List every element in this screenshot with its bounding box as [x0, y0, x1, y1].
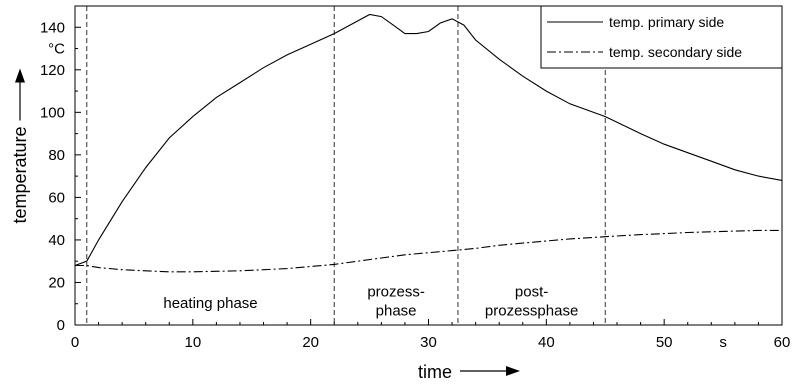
y-tick-label: 120	[40, 62, 65, 79]
y-tick-label: 0	[57, 317, 65, 334]
series-line-1	[74, 13, 783, 267]
legend-label: temp. secondary side	[609, 44, 742, 60]
phase-label-text: prozessphase	[485, 303, 578, 320]
series-line-2	[75, 229, 782, 273]
legend-box	[540, 5, 783, 69]
phase-label-text: phase	[376, 303, 417, 320]
series-group	[74, 13, 783, 273]
x-tick-label: 50	[656, 334, 673, 351]
y-axis-arrowhead	[15, 68, 25, 83]
phase-label-background	[361, 282, 431, 321]
y-axis-unit: °C	[48, 41, 65, 58]
phase-label-text: heating phase	[163, 295, 257, 312]
phase-label-background	[157, 294, 264, 313]
y-tick-label: 20	[48, 274, 65, 291]
y-tick-label: 40	[48, 232, 65, 249]
phase-label-2: prozess-phase	[361, 282, 431, 321]
x-tick-label: 10	[184, 334, 201, 351]
phase-labels: heating phase prozess-phase post-prozessph…	[157, 282, 585, 321]
x-tick-label: 60	[774, 334, 791, 351]
y-tick-label: 100	[40, 104, 65, 121]
x-tick-label: 40	[538, 334, 555, 351]
x-tick-label: 30	[420, 334, 437, 351]
x-axis-unit: s	[719, 334, 727, 351]
y-tick-label: 60	[48, 189, 65, 206]
x-axis-title: time	[418, 362, 452, 382]
phase-boundary-lines	[86, 6, 606, 325]
y-tick-label: 140	[40, 19, 65, 36]
phase-label-background	[478, 282, 585, 321]
x-axis-arrowhead	[506, 366, 521, 376]
x-tick-label: 0	[71, 334, 79, 351]
x-tick-label: 20	[302, 334, 319, 351]
legend-label: temp. primary side	[609, 14, 724, 30]
phase-label-3: post-prozessphase	[478, 282, 585, 321]
legend: temp. primary side temp. secondary side	[540, 5, 783, 69]
phase-label-text: post-	[515, 284, 548, 301]
axis-ticks: 0 10 20 30 40 50 60 0 20 40 60 80 100 120 140	[40, 19, 790, 351]
phase-label-text: prozess-	[367, 284, 425, 301]
y-tick-label: 80	[48, 147, 65, 164]
phase-label-1: heating phase	[157, 294, 264, 313]
y-axis-title: temperature	[10, 126, 30, 223]
